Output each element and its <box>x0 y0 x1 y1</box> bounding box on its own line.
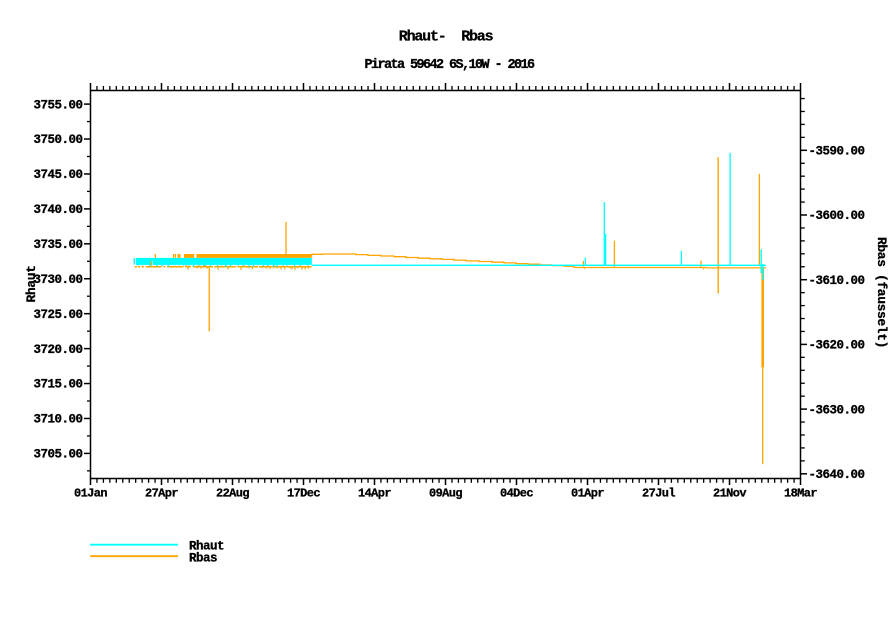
svg-text:3725.00: 3725.00 <box>33 308 82 322</box>
svg-text:3740.00: 3740.00 <box>33 203 82 217</box>
svg-text:-3620.00: -3620.00 <box>809 339 865 353</box>
svg-text:Rbas (fausselt): Rbas (fausselt) <box>874 237 889 348</box>
svg-text:Rhaut: Rhaut <box>24 265 39 302</box>
svg-text:3730.00: 3730.00 <box>33 273 82 287</box>
svg-text:17Dec: 17Dec <box>287 487 320 501</box>
svg-text:01Apr: 01Apr <box>571 487 604 501</box>
svg-text:Pirata 59642 6S,10W - 2016: Pirata 59642 6S,10W - 2016 <box>364 58 535 73</box>
svg-text:Rbas: Rbas <box>189 552 217 566</box>
svg-text:3720.00: 3720.00 <box>33 343 82 357</box>
svg-text:22Aug: 22Aug <box>216 487 249 501</box>
svg-text:3755.00: 3755.00 <box>33 98 82 112</box>
svg-text:-3590.00: -3590.00 <box>809 145 865 159</box>
svg-text:04Dec: 04Dec <box>500 487 533 501</box>
svg-text:Rhaut- Rbas: Rhaut- Rbas <box>399 29 494 46</box>
svg-text:-3640.00: -3640.00 <box>809 468 865 482</box>
svg-text:27Apr: 27Apr <box>145 487 178 501</box>
svg-text:3735.00: 3735.00 <box>33 238 82 252</box>
svg-text:-3600.00: -3600.00 <box>809 209 865 223</box>
svg-text:-3610.00: -3610.00 <box>809 274 865 288</box>
svg-text:09Aug: 09Aug <box>429 487 462 501</box>
svg-text:3745.00: 3745.00 <box>33 168 82 182</box>
svg-text:27Jul: 27Jul <box>642 487 675 501</box>
svg-text:3710.00: 3710.00 <box>33 413 82 427</box>
svg-text:-3630.00: -3630.00 <box>809 403 865 417</box>
svg-text:3715.00: 3715.00 <box>33 378 82 392</box>
svg-text:3705.00: 3705.00 <box>33 448 82 462</box>
svg-text:18Mar: 18Mar <box>784 487 817 501</box>
svg-text:21Nov: 21Nov <box>713 487 746 501</box>
svg-text:01Jan: 01Jan <box>74 487 107 501</box>
svg-text:3750.00: 3750.00 <box>33 133 82 147</box>
svg-text:14Apr: 14Apr <box>358 487 391 501</box>
